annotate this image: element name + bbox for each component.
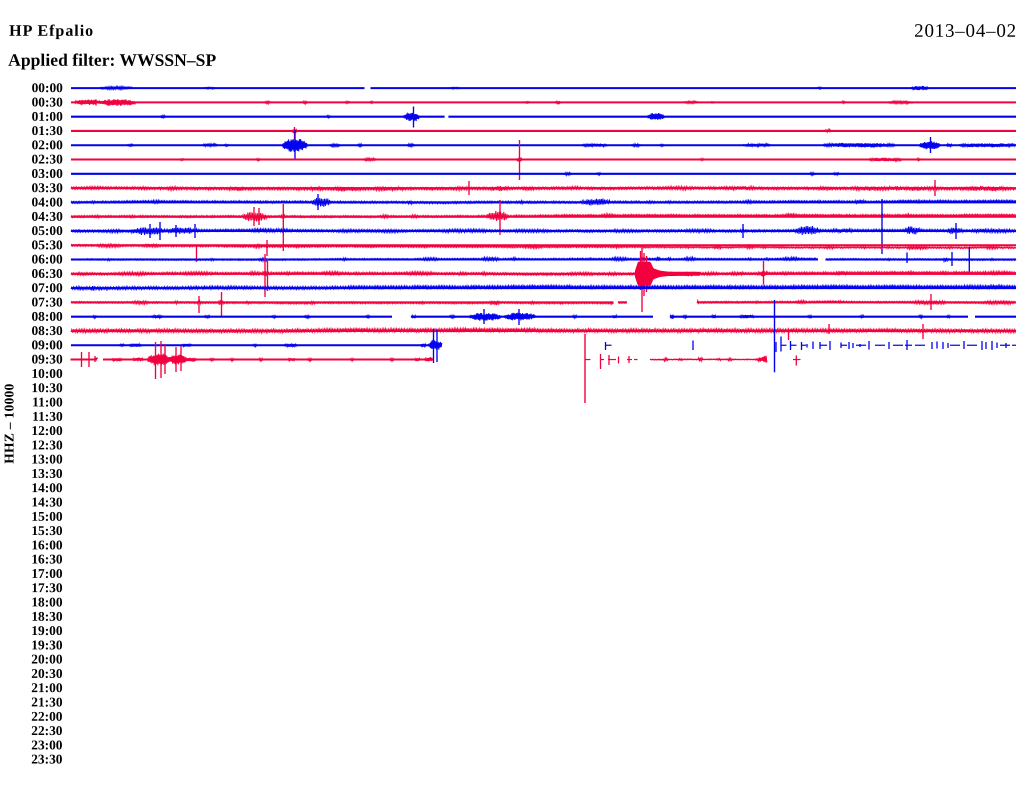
svg-text:10:00: 10:00 (31, 366, 63, 381)
svg-text:06:30: 06:30 (32, 266, 64, 281)
svg-text:02:30: 02:30 (32, 152, 64, 167)
svg-text:12:30: 12:30 (31, 437, 63, 452)
svg-text:20:30: 20:30 (31, 666, 63, 681)
svg-text:10:30: 10:30 (31, 380, 63, 395)
svg-text:13:00: 13:00 (31, 452, 63, 467)
svg-text:01:30: 01:30 (32, 123, 64, 138)
svg-text:07:00: 07:00 (31, 280, 63, 295)
svg-text:03:00: 03:00 (32, 166, 64, 181)
svg-text:18:30: 18:30 (31, 609, 63, 624)
svg-text:00:30: 00:30 (32, 94, 64, 109)
svg-text:03:30: 03:30 (32, 180, 64, 195)
svg-text:06:00: 06:00 (32, 252, 64, 267)
svg-text:13:30: 13:30 (31, 466, 63, 481)
svg-text:12:00: 12:00 (31, 423, 63, 438)
svg-text:11:00: 11:00 (32, 394, 63, 409)
svg-text:01:00: 01:00 (32, 109, 64, 124)
svg-text:11:30: 11:30 (32, 409, 63, 424)
svg-text:19:30: 19:30 (31, 637, 63, 652)
svg-text:23:30: 23:30 (31, 752, 63, 767)
svg-text:00:00: 00:00 (32, 80, 64, 95)
svg-text:09:00: 09:00 (31, 337, 63, 352)
svg-text:22:00: 22:00 (31, 709, 63, 724)
svg-text:21:00: 21:00 (31, 680, 63, 695)
svg-text:21:30: 21:30 (31, 694, 63, 709)
svg-text:14:00: 14:00 (31, 480, 63, 495)
svg-text:22:30: 22:30 (31, 723, 63, 738)
svg-text:16:00: 16:00 (31, 537, 63, 552)
svg-text:08:00: 08:00 (31, 309, 63, 324)
svg-text:04:00: 04:00 (32, 194, 64, 209)
svg-text:09:30: 09:30 (31, 352, 63, 367)
svg-text:HP Efpalio: HP Efpalio (9, 23, 93, 40)
svg-text:16:30: 16:30 (31, 552, 63, 567)
svg-text:15:30: 15:30 (31, 523, 63, 538)
svg-text:17:30: 17:30 (31, 580, 63, 595)
svg-text:18:00: 18:00 (31, 594, 63, 609)
svg-text:20:00: 20:00 (31, 652, 63, 667)
svg-text:05:00: 05:00 (32, 223, 64, 238)
svg-text:07:30: 07:30 (31, 294, 63, 309)
svg-text:04:30: 04:30 (32, 209, 64, 224)
svg-text:2013–04–02: 2013–04–02 (914, 21, 1016, 42)
svg-text:23:00: 23:00 (31, 737, 63, 752)
svg-text:08:30: 08:30 (31, 323, 63, 338)
svg-text:14:30: 14:30 (31, 494, 63, 509)
svg-text:HHZ – 10000: HHZ – 10000 (1, 383, 16, 463)
svg-text:19:00: 19:00 (31, 623, 63, 638)
svg-text:17:00: 17:00 (31, 566, 63, 581)
svg-text:Applied filter: WWSSN–SP: Applied filter: WWSSN–SP (8, 50, 216, 70)
svg-text:15:00: 15:00 (31, 509, 63, 524)
svg-text:05:30: 05:30 (32, 237, 64, 252)
svg-text:02:00: 02:00 (32, 137, 64, 152)
